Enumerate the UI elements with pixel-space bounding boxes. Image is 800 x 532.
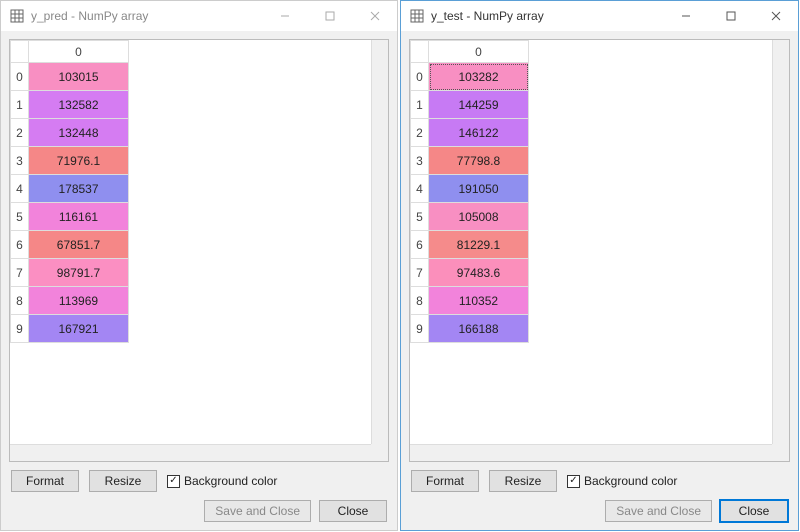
scroll-corner [371, 444, 388, 461]
checkbox-icon: ✓ [167, 475, 180, 488]
column-header[interactable]: 0 [29, 41, 129, 63]
cell[interactable]: 132582 [29, 91, 129, 119]
row-header[interactable]: 7 [11, 259, 29, 287]
cell[interactable]: 191050 [429, 175, 529, 203]
maximize-button[interactable] [708, 1, 753, 31]
client-area: 0010328211442592146122377798.84191050510… [401, 31, 798, 530]
row-header[interactable]: 0 [411, 63, 429, 91]
row-header[interactable]: 5 [411, 203, 429, 231]
close-button[interactable]: Close [319, 500, 387, 522]
cell[interactable]: 144259 [429, 91, 529, 119]
row-header[interactable]: 0 [11, 63, 29, 91]
vertical-scrollbar[interactable] [772, 40, 789, 444]
row-header[interactable]: 7 [411, 259, 429, 287]
format-button[interactable]: Format [11, 470, 79, 492]
horizontal-scrollbar[interactable] [10, 444, 371, 461]
toolbar: Format Resize ✓ Background color [409, 462, 790, 496]
cell[interactable]: 97483.6 [429, 259, 529, 287]
checkbox-label: Background color [184, 474, 277, 488]
format-button[interactable]: Format [411, 470, 479, 492]
grid-corner [11, 41, 29, 63]
row-header[interactable]: 9 [411, 315, 429, 343]
cell[interactable]: 105008 [429, 203, 529, 231]
window-title: y_pred - NumPy array [31, 9, 262, 23]
app-icon [409, 8, 425, 24]
column-header[interactable]: 0 [429, 41, 529, 63]
cell[interactable]: 103015 [29, 63, 129, 91]
row-header[interactable]: 6 [411, 231, 429, 259]
window-right: y_test - NumPy array 00103282114425921461… [400, 0, 799, 531]
horizontal-scrollbar[interactable] [410, 444, 772, 461]
cell[interactable]: 167921 [29, 315, 129, 343]
row-header[interactable]: 1 [11, 91, 29, 119]
row-header[interactable]: 4 [411, 175, 429, 203]
window-left: y_pred - NumPy array 00103015113258221324… [0, 0, 398, 531]
cell[interactable]: 67851.7 [29, 231, 129, 259]
dialog-buttons: Save and Close Close [9, 496, 389, 526]
array-grid[interactable]: 0010328211442592146122377798.84191050510… [409, 39, 790, 462]
save-and-close-button[interactable]: Save and Close [605, 500, 712, 522]
cell[interactable]: 81229.1 [429, 231, 529, 259]
cell[interactable]: 110352 [429, 287, 529, 315]
titlebar[interactable]: y_test - NumPy array [401, 1, 798, 31]
background-color-checkbox[interactable]: ✓ Background color [167, 474, 277, 488]
row-header[interactable]: 2 [11, 119, 29, 147]
titlebar[interactable]: y_pred - NumPy array [1, 1, 397, 31]
grid-corner [411, 41, 429, 63]
cell[interactable]: 98791.7 [29, 259, 129, 287]
vertical-scrollbar[interactable] [371, 40, 388, 444]
resize-button[interactable]: Resize [89, 470, 157, 492]
close-window-button[interactable] [352, 1, 397, 31]
row-header[interactable]: 6 [11, 231, 29, 259]
cell[interactable]: 178537 [29, 175, 129, 203]
background-color-checkbox[interactable]: ✓ Background color [567, 474, 677, 488]
cell[interactable]: 116161 [29, 203, 129, 231]
cell[interactable]: 113969 [29, 287, 129, 315]
row-header[interactable]: 9 [11, 315, 29, 343]
save-and-close-button[interactable]: Save and Close [204, 500, 311, 522]
row-header[interactable]: 3 [411, 147, 429, 175]
cell[interactable]: 77798.8 [429, 147, 529, 175]
cell[interactable]: 166188 [429, 315, 529, 343]
dialog-buttons: Save and Close Close [409, 496, 790, 526]
array-grid[interactable]: 0010301511325822132448371976.14178537511… [9, 39, 389, 462]
row-header[interactable]: 1 [411, 91, 429, 119]
client-area: 0010301511325822132448371976.14178537511… [1, 31, 397, 530]
row-header[interactable]: 4 [11, 175, 29, 203]
close-button[interactable]: Close [720, 500, 788, 522]
scroll-corner [772, 444, 789, 461]
app-icon [9, 8, 25, 24]
row-header[interactable]: 3 [11, 147, 29, 175]
cell[interactable]: 71976.1 [29, 147, 129, 175]
window-title: y_test - NumPy array [431, 9, 663, 23]
row-header[interactable]: 2 [411, 119, 429, 147]
close-window-button[interactable] [753, 1, 798, 31]
minimize-button[interactable] [663, 1, 708, 31]
checkbox-label: Background color [584, 474, 677, 488]
resize-button[interactable]: Resize [489, 470, 557, 492]
cell[interactable]: 146122 [429, 119, 529, 147]
maximize-button[interactable] [307, 1, 352, 31]
cell[interactable]: 132448 [29, 119, 129, 147]
row-header[interactable]: 5 [11, 203, 29, 231]
minimize-button[interactable] [262, 1, 307, 31]
toolbar: Format Resize ✓ Background color [9, 462, 389, 496]
checkbox-icon: ✓ [567, 475, 580, 488]
cell[interactable]: 103282 [429, 63, 529, 91]
row-header[interactable]: 8 [11, 287, 29, 315]
row-header[interactable]: 8 [411, 287, 429, 315]
